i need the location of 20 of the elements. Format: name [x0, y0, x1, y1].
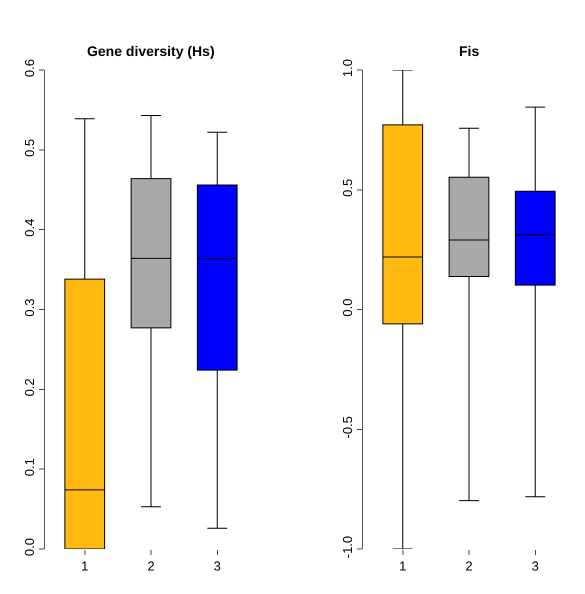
- y-tick-label: 0.0: [340, 298, 355, 317]
- x-tick-label: 1: [399, 558, 406, 574]
- y-tick-label: 0.3: [22, 298, 37, 317]
- y-tick-label: -1.0: [340, 536, 355, 558]
- y-tick-label: 1.0: [340, 59, 355, 78]
- y-tick-label: 0.1: [22, 458, 37, 476]
- y-tick-label: 0.2: [22, 378, 37, 396]
- y-tick-label: 0.5: [340, 178, 355, 197]
- x-tick-label: 2: [465, 558, 473, 574]
- x-tick-label: 2: [147, 558, 155, 574]
- y-tick-label: 0.4: [22, 218, 37, 237]
- chart-title: Gene diversity (Hs): [87, 43, 215, 59]
- y-tick-label: -0.5: [340, 416, 355, 439]
- y-tick-label: 0.6: [22, 59, 37, 78]
- chart-title: Fis: [459, 43, 480, 59]
- x-tick-label: 3: [214, 558, 221, 574]
- x-tick-label: 3: [532, 558, 539, 574]
- y-tick-label: 0.0: [22, 538, 37, 556]
- x-tick-label: 1: [81, 558, 88, 574]
- y-tick-label: 0.5: [22, 138, 37, 157]
